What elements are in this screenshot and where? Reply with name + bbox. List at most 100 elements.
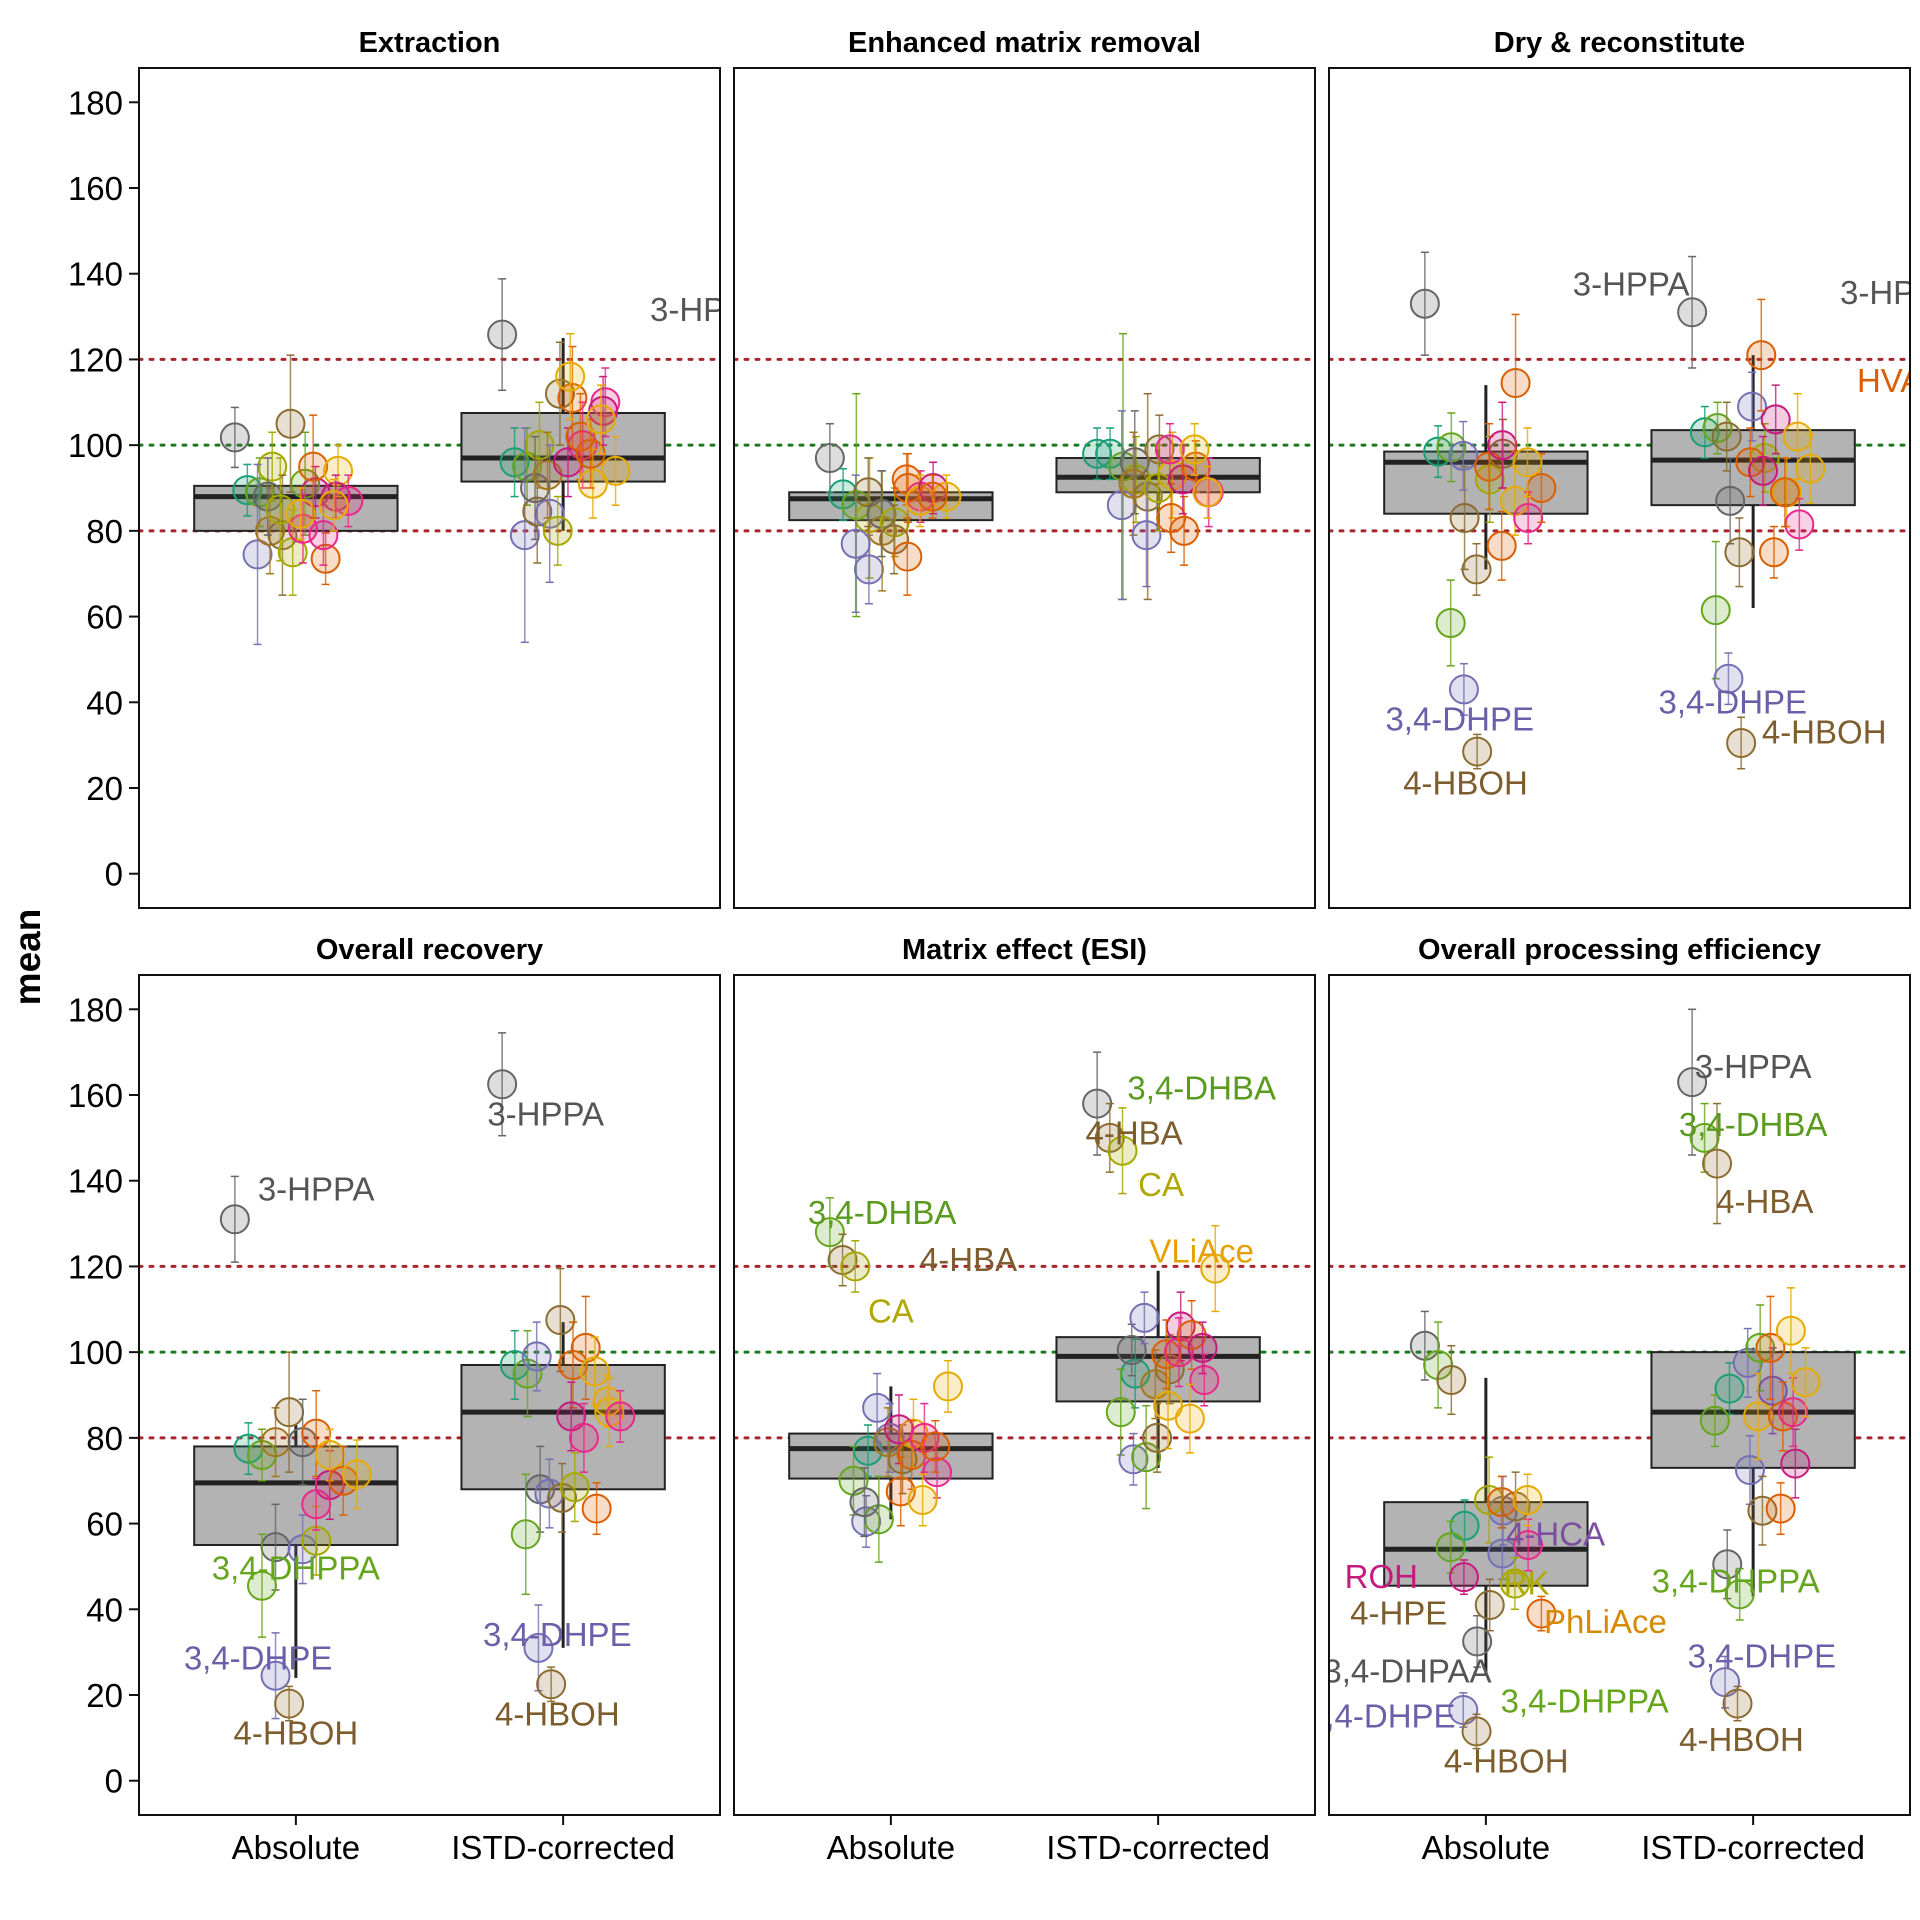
point-marker — [907, 1485, 938, 1515]
point-marker — [260, 1427, 291, 1458]
y-tick-label: 160 — [68, 1077, 123, 1114]
y-tick-label: 120 — [68, 341, 123, 378]
data-point — [592, 1374, 623, 1428]
data-point — [219, 406, 250, 469]
data-point — [873, 1407, 904, 1478]
point-marker — [1144, 434, 1175, 465]
point-marker — [1748, 455, 1779, 486]
point-marker — [274, 1397, 305, 1428]
point-marker — [1782, 421, 1813, 452]
point-marker — [1737, 391, 1768, 422]
data-point — [1724, 1567, 1755, 1621]
point-marker — [1513, 1530, 1544, 1560]
panel-plot-area: 3-HPPA3,4-DHPE4-HBOH3-HPPAHVA3,4-DHPE4-H… — [1329, 251, 1910, 802]
data-point — [1448, 662, 1479, 716]
point-marker — [1778, 1397, 1809, 1428]
point-marker — [318, 490, 349, 521]
data-point — [1129, 1291, 1160, 1345]
point-label: 3-HPPA — [487, 1095, 604, 1132]
point-marker — [1724, 1579, 1755, 1610]
point-marker — [1499, 1568, 1530, 1599]
data-point — [568, 1402, 599, 1473]
y-tick-label: 60 — [86, 1506, 123, 1543]
point-label: VLiAce — [1149, 1232, 1254, 1269]
data-point — [1755, 1295, 1786, 1401]
point-marker — [219, 1204, 250, 1235]
point-marker — [1526, 1598, 1557, 1629]
data-point — [557, 345, 588, 451]
point-marker — [1742, 1401, 1773, 1432]
point-marker — [557, 383, 588, 413]
panel-3: Dry & reconstitute3-HPPA3,4-DHPE4-HBOH3-… — [1328, 27, 1911, 909]
point-label: 4-HCA — [1506, 1515, 1605, 1552]
point-label: 3,4-DHPE — [1307, 1697, 1456, 1734]
data-point — [1448, 420, 1479, 491]
point-label: 4-HPE — [1350, 1595, 1447, 1632]
data-point — [242, 463, 273, 646]
point-marker — [1187, 1332, 1218, 1363]
point-marker — [1094, 1122, 1125, 1153]
point-marker — [308, 520, 339, 551]
y-tick-label: 40 — [86, 684, 123, 721]
data-point — [1200, 1224, 1231, 1313]
panel-title: Matrix effect (ESI) — [902, 934, 1147, 966]
data-point — [1795, 433, 1826, 504]
data-point — [275, 354, 306, 494]
point-marker — [1512, 1485, 1543, 1515]
point-marker — [840, 1251, 871, 1282]
x-tick-label: ISTD-corrected — [1046, 1829, 1270, 1866]
point-marker — [1677, 297, 1708, 328]
data-point — [1119, 410, 1150, 515]
point-marker — [1700, 595, 1731, 626]
point-marker — [1714, 1373, 1745, 1404]
point-marker — [1746, 340, 1777, 371]
y-tick-label: 180 — [68, 991, 123, 1028]
point-label: ROH — [1345, 1558, 1418, 1595]
data-point — [1702, 1102, 1733, 1225]
point-marker — [1790, 1367, 1821, 1398]
point-label: 4-HBOH — [1444, 1742, 1569, 1779]
data-point — [1179, 422, 1210, 476]
point-marker — [260, 1660, 291, 1691]
data-point — [1187, 1321, 1218, 1375]
data-point — [1189, 1353, 1220, 1407]
point-marker — [1769, 477, 1800, 508]
data-point — [1487, 401, 1518, 489]
point-marker — [1189, 1365, 1220, 1395]
point-label: 3,4-DHPPA — [1501, 1682, 1669, 1719]
data-point — [260, 1632, 291, 1720]
point-marker — [920, 1431, 951, 1462]
y-tick-label: 160 — [68, 170, 123, 207]
data-point — [318, 478, 349, 532]
data-point — [585, 384, 616, 455]
data-point — [605, 1389, 636, 1443]
point-marker — [1435, 1532, 1466, 1563]
data-point — [1167, 444, 1198, 515]
data-point — [1512, 427, 1543, 498]
point-marker — [579, 1356, 610, 1387]
data-point — [1169, 495, 1200, 566]
point-label: 4-HBA — [920, 1241, 1017, 1278]
y-tick-label: 80 — [86, 513, 123, 550]
data-point — [1769, 457, 1800, 528]
data-point — [1758, 525, 1789, 579]
data-point — [1500, 313, 1531, 453]
data-point — [814, 422, 845, 494]
box — [1055, 1336, 1261, 1403]
point-marker — [1154, 434, 1185, 465]
panel-4: Overall recovery 3-HPPA 3,4-DHPPA 3,4-DHPE 4… — [68, 934, 721, 1866]
data-point — [933, 1359, 964, 1413]
point-label: 3,4-DHPPA — [1652, 1562, 1820, 1599]
point-marker — [1760, 404, 1791, 435]
point-marker — [1409, 288, 1440, 319]
point-marker — [1448, 440, 1479, 471]
point-marker — [1142, 1422, 1173, 1453]
point-marker — [840, 528, 871, 559]
point-marker — [1715, 485, 1746, 516]
point-marker — [1724, 537, 1755, 568]
data-point — [892, 517, 923, 596]
point-marker — [252, 481, 283, 512]
panel-border — [138, 974, 721, 1816]
data-point — [523, 1604, 554, 1692]
